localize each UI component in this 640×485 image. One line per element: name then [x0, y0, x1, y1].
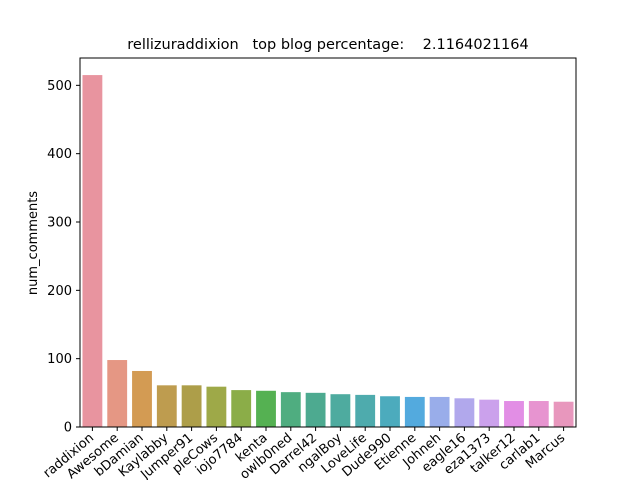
y-tick-label-6: 500 [47, 79, 72, 94]
bar-8 [256, 390, 276, 427]
bar-4 [156, 385, 177, 427]
bar-13 [380, 396, 400, 427]
bar-18 [504, 401, 524, 427]
bar-16 [454, 398, 475, 427]
bar-10 [305, 392, 326, 427]
bar-17 [479, 399, 500, 427]
bar-19 [528, 401, 549, 427]
y-tick-label-4: 300 [47, 216, 72, 231]
x-axis: raddixionAwesomebDamianKaylabbyJumper91p… [41, 427, 568, 483]
bar-14 [404, 396, 425, 427]
bar-5 [181, 385, 202, 427]
bar-2 [107, 360, 128, 427]
bar-3 [132, 370, 152, 427]
y-tick-label-3: 200 [47, 284, 72, 299]
bar-7 [231, 390, 252, 427]
bar-20 [553, 401, 574, 427]
bar-1 [82, 75, 103, 427]
plot-frame [79, 57, 577, 428]
bar-9 [280, 392, 301, 427]
chart-title: rellizuraddixion top blog percentage: 2.… [127, 37, 528, 53]
bar-12 [355, 394, 376, 427]
y-axis-label: num_comments [26, 191, 41, 295]
bar-15 [429, 396, 450, 427]
bars-layer [82, 75, 574, 427]
bar-6 [206, 386, 227, 427]
y-axis: 0 100 200 300 400 500 [47, 79, 80, 436]
y-tick-label-5: 400 [47, 147, 72, 162]
bar-11 [330, 394, 351, 427]
y-tick-label-1: 0 [64, 421, 72, 436]
y-tick-label-2: 100 [47, 352, 72, 367]
